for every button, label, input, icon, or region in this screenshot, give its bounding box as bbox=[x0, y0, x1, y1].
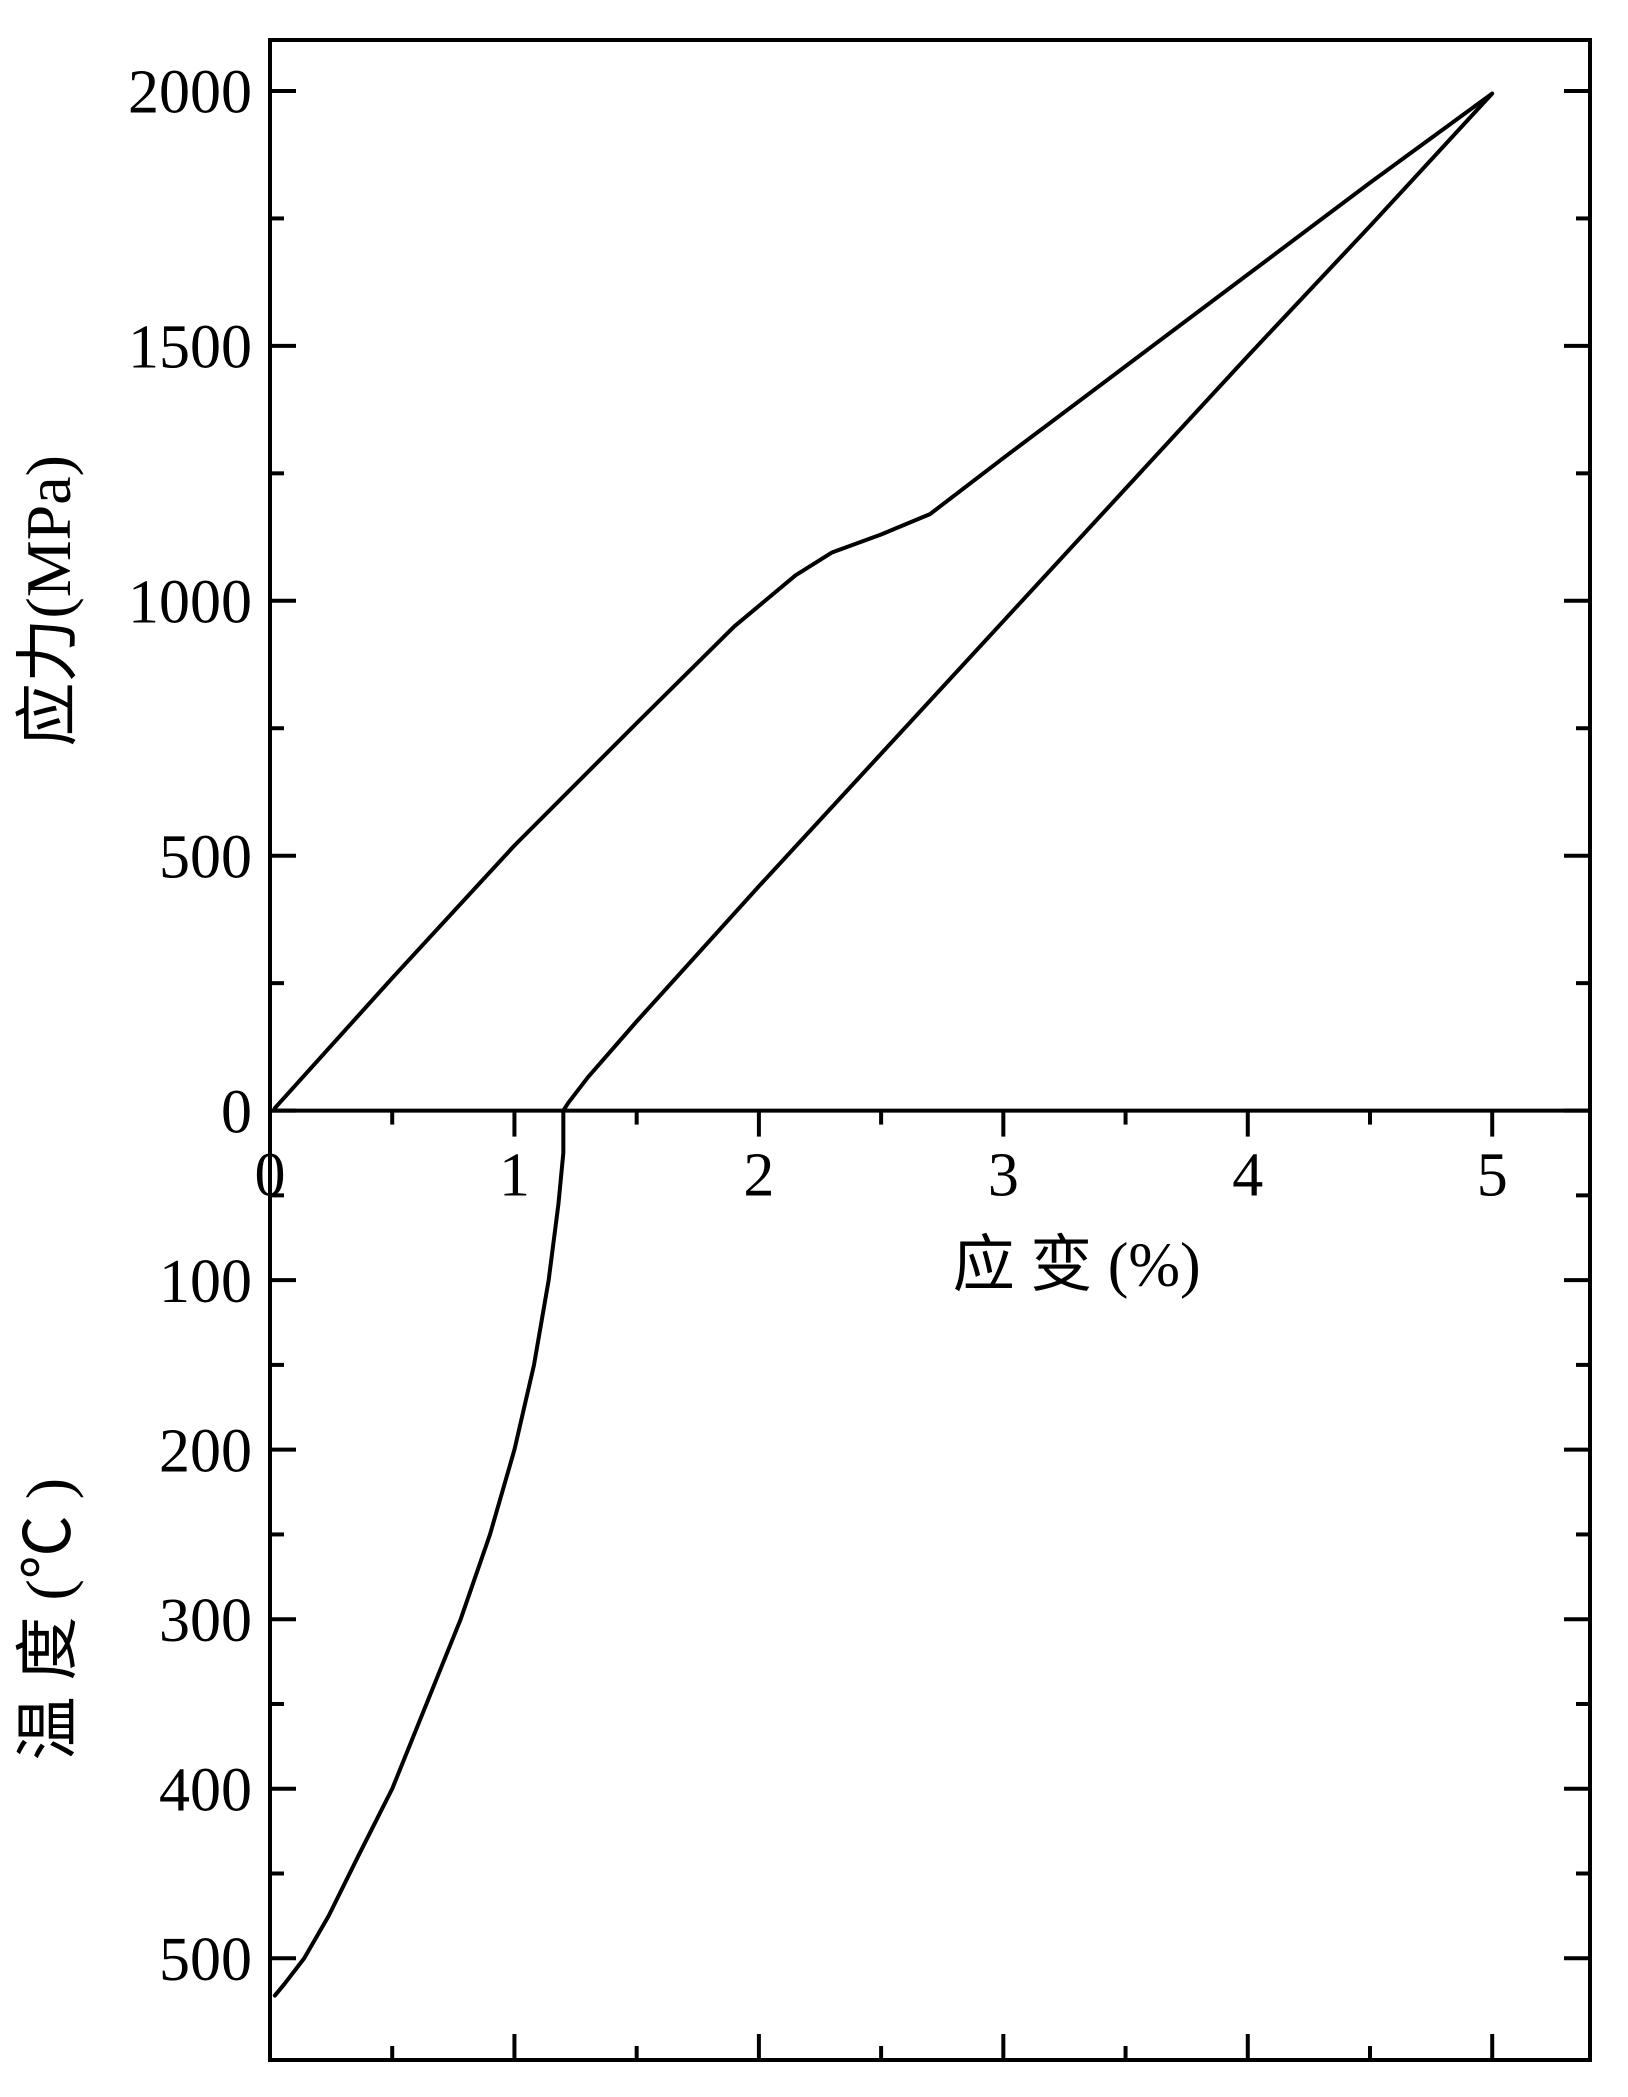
y-lower-axis-label: 温 度 (℃ ) bbox=[13, 1478, 84, 1761]
x-tick-label: 2 bbox=[743, 1142, 774, 1210]
temperature-curve bbox=[275, 1111, 563, 1996]
y-upper-tick-label: 1500 bbox=[128, 314, 252, 382]
chart-container: 0 1 2 3 4 5 应 变 (%) 0 500 1000 1500 2000 应力(MPa) 100 2… bbox=[0, 0, 1628, 2097]
y-upper-tick-label: 2000 bbox=[128, 59, 252, 127]
x-tick-label: 5 bbox=[1477, 1142, 1508, 1210]
y-lower-tick-label: 300 bbox=[159, 1587, 252, 1655]
chart-svg: 0 1 2 3 4 5 应 变 (%) 0 500 1000 1500 2000 应力(MPa) 100 2… bbox=[0, 0, 1628, 2097]
stress-strain-curve bbox=[275, 94, 1492, 1111]
x-tick-label: 4 bbox=[1232, 1142, 1263, 1210]
y-upper-tick-label: 0 bbox=[221, 1078, 252, 1146]
x-tick-label: 0 bbox=[255, 1142, 286, 1210]
y-lower-tick-label: 100 bbox=[159, 1248, 252, 1316]
y-upper-axis-label: 应力(MPa) bbox=[13, 455, 84, 747]
x-axis-label: 应 变 (%) bbox=[953, 1231, 1201, 1299]
y-upper-tick-label: 500 bbox=[159, 823, 252, 891]
y-lower-tick-label: 500 bbox=[159, 1926, 252, 1994]
x-tick-label: 3 bbox=[988, 1142, 1019, 1210]
y-lower-tick-label: 200 bbox=[159, 1417, 252, 1485]
plot-border bbox=[270, 40, 1590, 2060]
y-upper-tick-label: 1000 bbox=[128, 568, 252, 636]
x-tick-label: 1 bbox=[499, 1142, 530, 1210]
y-lower-tick-label: 400 bbox=[159, 1756, 252, 1824]
